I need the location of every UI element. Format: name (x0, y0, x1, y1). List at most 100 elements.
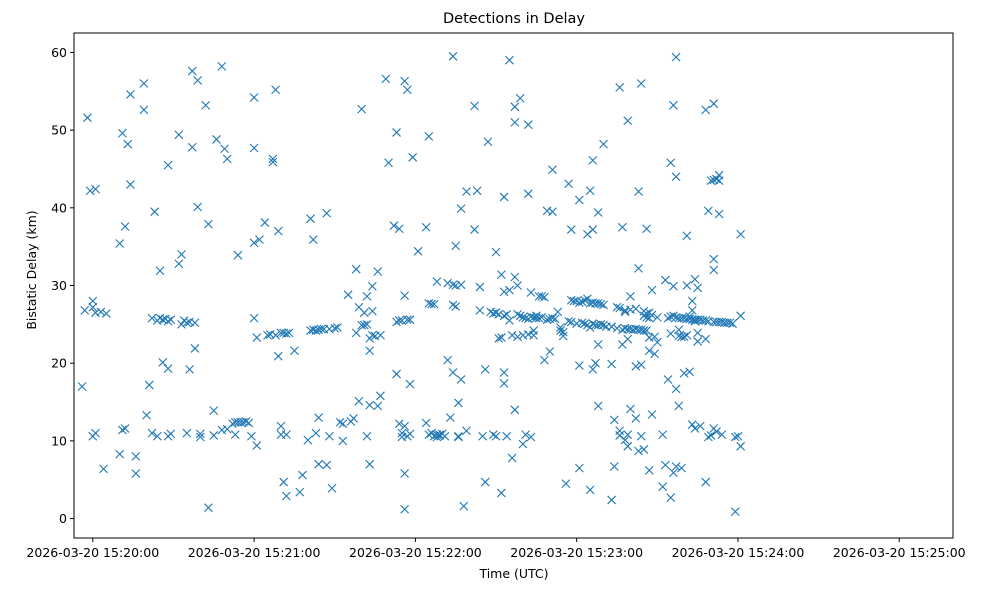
data-point-marker (513, 281, 522, 290)
data-point-marker (177, 250, 186, 259)
data-point-marker (212, 135, 221, 144)
data-point-marker (497, 333, 506, 342)
data-point-marker (515, 93, 525, 103)
data-point-marker (607, 322, 617, 332)
data-point-marker (244, 418, 254, 428)
data-point-marker (400, 291, 410, 300)
data-point-marker (728, 319, 737, 328)
data-point-marker (529, 330, 539, 340)
data-point-marker (249, 238, 259, 248)
data-point-marker (663, 313, 673, 323)
data-point-marker (701, 105, 711, 115)
data-point-marker (424, 430, 434, 440)
data-point-marker (558, 327, 568, 337)
data-point-marker (523, 189, 533, 199)
data-point-marker (365, 459, 375, 469)
data-point-marker (222, 154, 232, 164)
y-axis-label: Bistatic Delay (km) (24, 210, 39, 329)
x-tick-label: 2026-03-20 15:21:00 (188, 545, 321, 560)
data-point-marker (195, 429, 205, 439)
data-point-marker (400, 421, 410, 431)
data-point-marker (295, 487, 305, 497)
data-point-marker (666, 493, 676, 502)
data-point-marker (182, 318, 192, 328)
data-point-marker (117, 128, 127, 138)
data-point-marker (615, 303, 625, 313)
data-point-marker (736, 441, 746, 451)
data-point-marker (634, 446, 643, 456)
data-point-marker (147, 428, 157, 438)
data-point-marker (658, 482, 668, 492)
data-point-marker (596, 299, 606, 309)
data-point-marker (394, 419, 404, 429)
data-point-marker (593, 340, 603, 349)
data-point-marker (540, 292, 549, 302)
data-point-marker (502, 431, 512, 441)
data-point-marker (634, 264, 643, 273)
data-point-marker (730, 432, 740, 442)
data-point-marker (308, 235, 318, 245)
data-point-marker (515, 311, 525, 321)
data-point-marker (281, 430, 291, 440)
data-point-marker (647, 310, 657, 320)
data-point-marker (682, 330, 692, 340)
data-point-marker (644, 346, 654, 356)
data-point-marker (228, 419, 237, 429)
data-point-marker (687, 420, 697, 429)
data-point-marker (615, 82, 625, 92)
data-point-marker (669, 100, 678, 110)
data-point-marker (230, 430, 240, 440)
data-point-marker (505, 285, 514, 295)
data-point-marker (152, 431, 162, 441)
data-point-marker (77, 382, 87, 391)
y-tick-label: 0 (59, 511, 67, 526)
data-point-marker (349, 413, 358, 423)
data-point-marker (566, 317, 576, 327)
data-point-marker (636, 79, 646, 88)
data-point-marker (690, 424, 700, 433)
data-point-marker (521, 430, 530, 440)
data-point-marker (456, 375, 466, 384)
data-point-marker (462, 187, 471, 196)
data-point-marker (679, 368, 689, 378)
data-point-marker (642, 224, 651, 234)
data-point-marker (201, 100, 211, 110)
data-point-marker (174, 130, 184, 140)
data-point-marker (647, 410, 657, 419)
data-point-marker (631, 304, 641, 314)
data-point-marker (596, 319, 606, 329)
data-point-marker (518, 439, 528, 449)
data-point-marker (499, 287, 509, 297)
data-point-marker (669, 468, 678, 478)
data-point-marker (139, 79, 149, 88)
data-point-marker (195, 432, 205, 442)
data-point-marker (443, 355, 453, 365)
data-point-marker (142, 410, 151, 420)
data-point-marker (338, 436, 348, 446)
data-point-marker (247, 431, 256, 441)
data-point-marker (408, 152, 418, 162)
data-point-marker (451, 302, 461, 311)
data-point-marker (566, 225, 576, 234)
data-point-marker (580, 295, 590, 305)
data-point-marker (362, 291, 372, 301)
data-point-marker (663, 375, 673, 384)
data-point-marker (96, 307, 106, 317)
data-point-marker (534, 313, 544, 323)
data-point-marker (612, 323, 622, 333)
data-point-marker (507, 330, 517, 340)
data-point-marker (451, 241, 461, 251)
data-point-marker (381, 74, 391, 84)
data-point-marker (88, 296, 98, 306)
data-point-marker (658, 430, 668, 440)
data-point-marker (427, 299, 436, 309)
data-point-marker (510, 405, 520, 415)
data-point-marker (367, 281, 377, 291)
data-point-marker (685, 367, 694, 377)
data-point-marker (701, 334, 711, 344)
data-point-marker (620, 307, 630, 317)
data-point-marker (126, 89, 135, 99)
data-point-marker (252, 333, 262, 342)
data-point-marker (448, 280, 458, 290)
